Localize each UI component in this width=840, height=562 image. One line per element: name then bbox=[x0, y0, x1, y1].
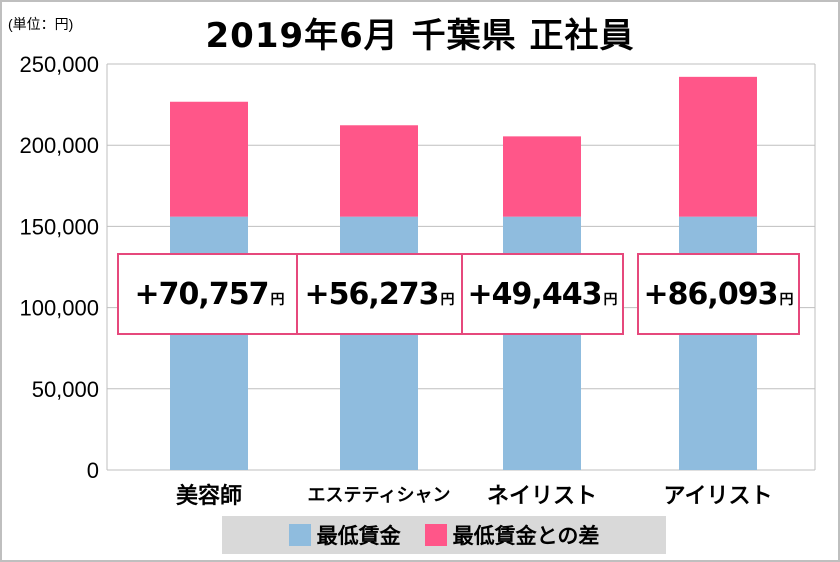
legend: 最低賃金 最低賃金との差 bbox=[222, 516, 666, 554]
diff-callout: +56,273 円 bbox=[295, 253, 463, 335]
x-category-label: アイリスト bbox=[663, 484, 773, 509]
chart-title: 2019年6月 千葉県 正社員 bbox=[205, 16, 635, 56]
legend-swatch bbox=[288, 524, 311, 546]
callout-value: +49,443 bbox=[467, 276, 603, 312]
y-tick-label: 50,000 bbox=[32, 377, 99, 402]
bar-diff bbox=[340, 125, 418, 217]
y-tick-label: 250,000 bbox=[19, 52, 99, 77]
legend-label: 最低賃金との差 bbox=[452, 524, 600, 548]
diff-callout: +70,757 円 bbox=[116, 253, 302, 335]
callout-value: +86,093 bbox=[643, 276, 779, 312]
bar-diff bbox=[503, 136, 581, 217]
callout-value: +70,757 bbox=[134, 276, 270, 312]
legend-label: 最低賃金 bbox=[316, 524, 401, 548]
legend-item-diff: 最低賃金との差 bbox=[424, 520, 600, 550]
x-category-label: エステティシャン bbox=[307, 485, 451, 506]
callout-unit: 円 bbox=[779, 292, 793, 308]
bar-diff bbox=[170, 101, 248, 217]
diff-callout: +86,093 円 bbox=[636, 253, 800, 335]
bar-diff bbox=[679, 76, 757, 217]
y-tick-label: 200,000 bbox=[19, 133, 99, 158]
callout-unit: 円 bbox=[440, 292, 454, 308]
callout-value: +56,273 bbox=[304, 276, 440, 312]
y-tick-label: 100,000 bbox=[19, 296, 99, 321]
callout-unit: 円 bbox=[603, 292, 617, 308]
y-tick-label: 150,000 bbox=[19, 214, 99, 239]
unit-label: (単位：円) bbox=[8, 16, 74, 32]
callout-unit: 円 bbox=[270, 292, 284, 308]
legend-swatch bbox=[424, 524, 447, 546]
x-category-label: 美容師 bbox=[175, 484, 242, 509]
diff-callout: +49,443 円 bbox=[460, 253, 624, 335]
legend-item-min-wage: 最低賃金 bbox=[288, 520, 401, 550]
y-tick-label: 0 bbox=[87, 458, 99, 483]
x-category-label: ネイリスト bbox=[486, 484, 597, 509]
